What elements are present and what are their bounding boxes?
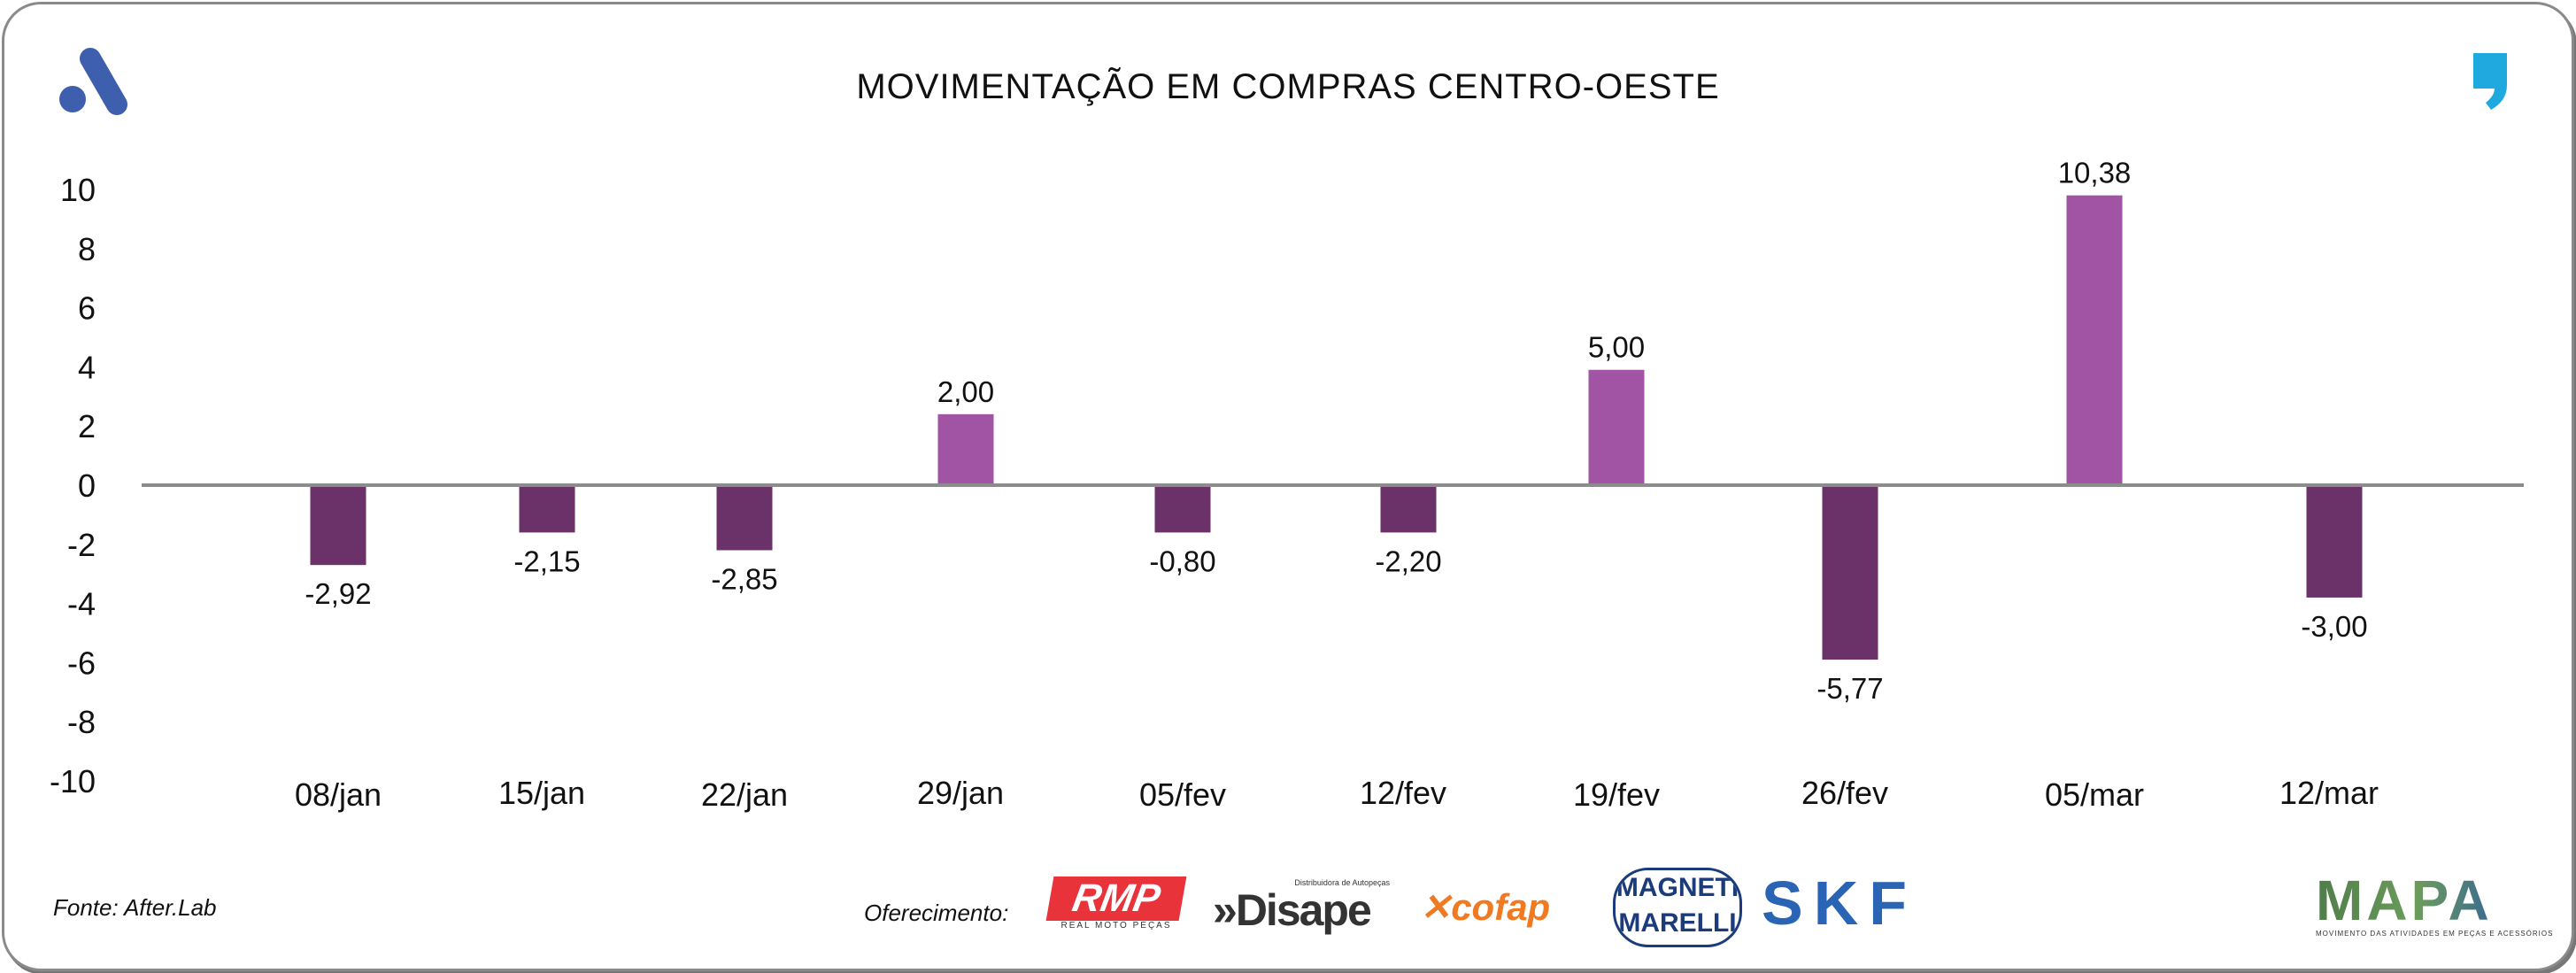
bar-05-fev [1154,485,1211,533]
bar-29-jan [937,413,994,485]
x-tick-label: 26/fev [1801,775,1888,811]
y-tick-label: -6 [67,645,96,681]
bar-12-fev [1380,485,1437,533]
y-tick-label: 4 [78,349,96,385]
data-label: -0,80 [1149,544,1215,577]
afterlab-logo-icon [59,48,127,115]
x-tick-label: 29/jan [917,775,1004,811]
rmp-tagline: Real Moto Peças [1060,921,1172,931]
y-tick-label: 0 [78,467,96,504]
x-tick-label: 05/mar [2045,776,2144,813]
disape-logo: Distribuidora de Autopeças »Disape [1213,878,1390,935]
bar-15-jan [519,485,575,533]
x-tick-label: 19/fev [1573,776,1660,813]
x-tick-label: 22/jan [701,776,788,813]
source-note: Fonte: After.Lab [53,894,217,921]
bar-08-jan [310,485,366,566]
y-tick-label: -2 [67,527,96,563]
y-tick-label: -4 [67,586,96,622]
x-tick-label: 05/fev [1139,776,1226,813]
x-tick-label: 12/fev [1360,775,1446,811]
y-tick-label: -10 [50,763,96,799]
y-tick-label: 6 [78,290,96,327]
y-tick-label: 2 [78,408,96,444]
disape-logo-text: Disape [1235,885,1372,935]
bar-19-fev [1588,369,1645,485]
data-label: 10,38 [2058,157,2132,189]
sponsor-label: Oferecimento: [864,900,1009,926]
data-label: -2,85 [711,562,777,595]
skf-logo: SKF [1762,869,1917,938]
data-label: -5,77 [1816,672,1883,705]
x-tick-label: 12/mar [2279,775,2379,811]
data-label: -2,15 [513,544,580,577]
data-label: -3,00 [2301,610,2367,643]
y-tick-label: 8 [78,231,96,267]
bar-26-fev [1822,485,1878,660]
mapa-tagline: Movimento das Atividades em Peças e Aces… [2316,930,2554,938]
quote-mark-icon [2473,53,2507,110]
x-tick-label: 08/jan [295,776,382,813]
bar-22-jan [716,485,773,551]
magneti-marelli-logo: MAGNETI MARELLI [1613,868,1742,947]
cofap-logo: ✕cofap [1420,886,1551,928]
rmp-logo: RMP Real Moto Peças [1045,876,1187,938]
data-label: -2,20 [1375,544,1441,577]
x-tick-label: 15/jan [498,775,585,811]
disape-tagline: Distribuidora de Autopeças [1294,878,1390,887]
chart-title: MOVIMENTAÇÃO EM COMPRAS CENTRO-OESTE [856,67,1720,106]
y-tick-label: -8 [67,704,96,740]
rmp-logo-text: RMP [1045,876,1187,921]
data-label: 5,00 [1588,331,1645,364]
cofap-logo-text: cofap [1451,886,1551,928]
y-tick-label: 10 [60,172,96,208]
bar-05-mar [2066,195,2123,485]
data-label: 2,00 [937,375,994,408]
bar-12-mar [2306,485,2363,598]
mapa-logo: MAPA Movimento das Atividades em Peças e… [2316,871,2554,942]
data-label: -2,92 [305,577,371,610]
mapa-logo-text: MAPA [2316,871,2518,930]
bar-chart: 10 8 6 4 2 0 -2 -4 -6 -8 -10 -2,92 08/jan -2,15 15/jan… [50,157,2524,813]
